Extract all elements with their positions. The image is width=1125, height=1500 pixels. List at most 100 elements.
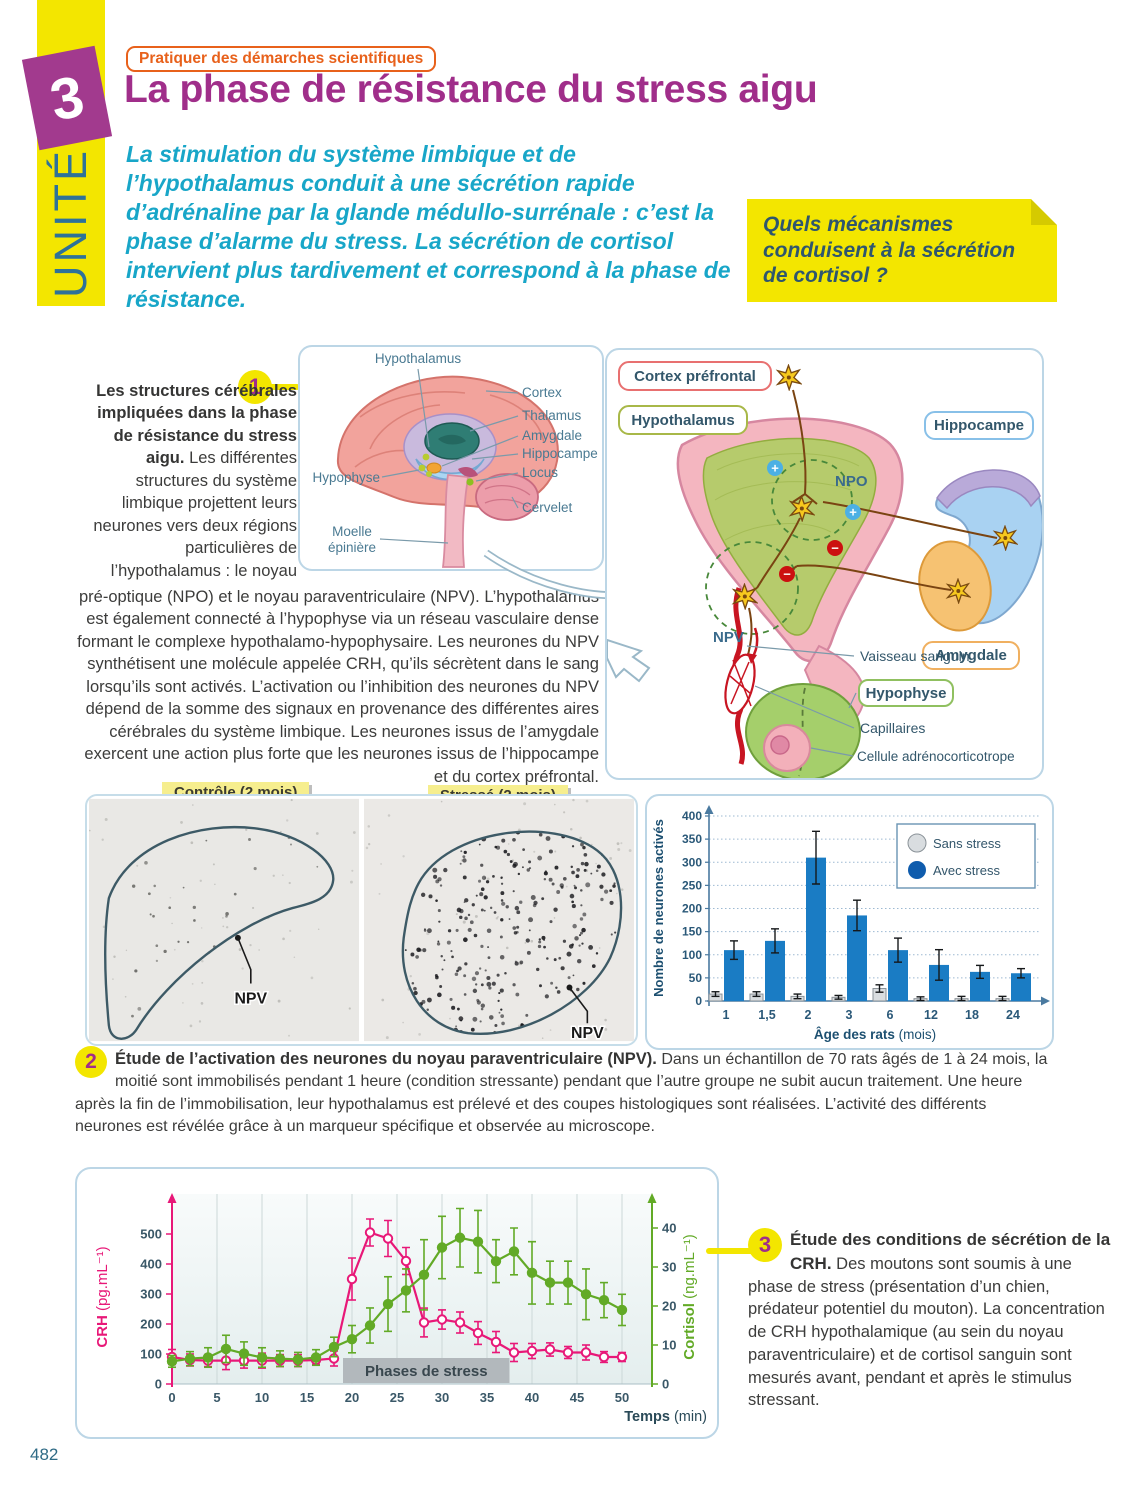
- micrograph-control: NPV: [89, 798, 359, 1042]
- doc3-text: 3 Étude des conditions de sécrétion de l…: [748, 1228, 1111, 1410]
- doc1-continued-text: pré-optique (NPO) et le noyau paraventri…: [77, 588, 599, 786]
- doc2-text: 2 Étude de l’activation des neurones du …: [75, 1046, 1053, 1139]
- svg-text:Phases de stress: Phases de stress: [365, 1363, 488, 1380]
- circuit-label-hypophyse: Hypophyse: [866, 685, 947, 702]
- svg-text:30: 30: [662, 1260, 676, 1275]
- svg-text:10: 10: [255, 1390, 269, 1405]
- svg-text:2: 2: [805, 1008, 812, 1022]
- unit-number: 3: [44, 63, 90, 133]
- svg-text:200: 200: [682, 902, 702, 916]
- plus-badge: +: [771, 461, 779, 476]
- svg-text:CRH (pg.mL⁻¹): CRH (pg.mL⁻¹): [94, 1246, 111, 1347]
- circuit-label-cortex-prefrontal: Cortex préfrontal: [634, 368, 756, 385]
- doc1-section: 1 Les structures cérébrales impliquées d…: [0, 340, 1125, 786]
- svg-text:6: 6: [887, 1008, 894, 1022]
- svg-text:100: 100: [682, 948, 702, 962]
- brain-diagram-box: Hypothalamus Cortex Thalamus Amygdale Hi…: [298, 345, 604, 571]
- circuit-label-npo: NPO: [835, 473, 868, 490]
- circuit-label-amygdale: Amygdale: [935, 647, 1007, 664]
- svg-text:40: 40: [662, 1221, 676, 1236]
- brain-label-moelle-1: Moelle: [332, 524, 372, 539]
- svg-text:Nombre de neurones activés: Nombre de neurones activés: [651, 819, 666, 997]
- npv-label-stressed: NPV: [571, 1025, 604, 1042]
- svg-text:25: 25: [390, 1390, 404, 1405]
- neuron-icon: [777, 364, 802, 391]
- doc3-section: Phases de stress 0 100 200 300 400 500 0 10 20 30 4…: [0, 1162, 1125, 1462]
- svg-text:0: 0: [155, 1377, 162, 1392]
- kicker-badge: Pratiquer des démarches scientifiques: [126, 46, 437, 72]
- svg-text:0: 0: [168, 1390, 175, 1405]
- svg-text:3: 3: [846, 1008, 853, 1022]
- svg-text:250: 250: [682, 878, 702, 892]
- svg-text:1,5: 1,5: [758, 1008, 775, 1022]
- svg-text:20: 20: [345, 1390, 359, 1405]
- brain-label-locus: Locus: [522, 465, 558, 480]
- svg-text:50: 50: [689, 971, 703, 985]
- page-number: 482: [30, 1445, 59, 1464]
- bar-chart: 0 50 100 150 200 250 300 350 400 1 1,5 2 3 6 12 18 24 San…: [651, 805, 1050, 1042]
- circuit-label-hippocampe: Hippocampe: [934, 417, 1024, 434]
- doc3-connector: [706, 1248, 766, 1254]
- bar-chart-box: 0 50 100 150 200 250 300 350 400 1 1,5 2 3 6 12 18 24 San…: [645, 794, 1054, 1050]
- line-chart: Phases de stress010020030040050001020304…: [94, 1193, 707, 1425]
- brain-label-amygdale: Amygdale: [522, 428, 582, 443]
- micrographs-frame: NPV NPV: [85, 794, 638, 1046]
- svg-text:18: 18: [965, 1008, 979, 1022]
- question-box: Quels mécanismes conduisent à la sécréti…: [747, 199, 1057, 302]
- doc3-number-badge: 3: [748, 1228, 782, 1262]
- doc3-heading: Étude des conditions de sécrétion de la …: [790, 1230, 1111, 1273]
- svg-text:300: 300: [140, 1287, 162, 1302]
- page-title: La phase de résistance du stress aigu: [124, 68, 818, 111]
- brain-label-hypophyse: Hypophyse: [312, 470, 380, 485]
- brain-label-moelle-2: épinière: [328, 540, 376, 555]
- svg-text:300: 300: [682, 855, 702, 869]
- circuit-label-vaisseau: Vaisseau sanguin: [860, 648, 969, 664]
- minus-badge: −: [783, 567, 791, 582]
- circuit-diagram-box: + + − − NPO NPV: [605, 348, 1044, 780]
- svg-text:1: 1: [723, 1008, 730, 1022]
- svg-text:45: 45: [570, 1390, 584, 1405]
- svg-text:12: 12: [924, 1008, 938, 1022]
- npv-label-control: NPV: [234, 990, 267, 1007]
- svg-text:30: 30: [435, 1390, 449, 1405]
- minus-badge: −: [831, 541, 839, 556]
- svg-text:150: 150: [682, 925, 702, 939]
- svg-text:50: 50: [615, 1390, 629, 1405]
- svg-text:15: 15: [300, 1390, 314, 1405]
- circuit-label-capillaires: Capillaires: [860, 720, 925, 736]
- circuit-label-npv: NPV: [713, 629, 744, 646]
- svg-text:100: 100: [140, 1347, 162, 1362]
- doc1-number-badge: 1: [238, 370, 272, 404]
- svg-text:35: 35: [480, 1390, 494, 1405]
- brain-diagram: Hypothalamus Cortex Thalamus Amygdale Hi…: [312, 351, 598, 568]
- svg-text:350: 350: [682, 832, 702, 846]
- circuit-label-cellule: Cellule adrénocorticotrope: [857, 749, 1015, 764]
- brain-label-hypothalamus: Hypothalamus: [375, 351, 462, 366]
- doc2-section: Contrôle (2 mois) Stressé (2 mois) NPV N…: [0, 778, 1125, 1158]
- svg-text:Âge des rats (mois): Âge des rats (mois): [814, 1027, 936, 1042]
- svg-text:20: 20: [662, 1299, 676, 1314]
- brain-label-cortex: Cortex: [522, 385, 562, 400]
- micrograph-stressed: NPV: [364, 798, 634, 1042]
- svg-text:Temps (min): Temps (min): [624, 1409, 707, 1425]
- svg-text:5: 5: [213, 1390, 220, 1405]
- svg-text:0: 0: [662, 1377, 669, 1392]
- svg-text:0: 0: [695, 994, 702, 1008]
- svg-text:Avec stress: Avec stress: [933, 863, 1000, 878]
- doc1-left-text: Les structures cérébrales impliquées dan…: [93, 382, 297, 580]
- line-chart-box: Phases de stress 0 100 200 300 400 500 0 10 20 30 4…: [75, 1167, 719, 1439]
- intro-text: La stimulation du système limbique et de…: [126, 141, 731, 312]
- circuit-diagram: + + − − NPO NPV: [607, 361, 1042, 778]
- svg-text:400: 400: [140, 1257, 162, 1272]
- svg-text:24: 24: [1006, 1008, 1020, 1022]
- svg-text:400: 400: [682, 809, 702, 823]
- unit-word: UNITÉ: [45, 148, 96, 298]
- svg-text:200: 200: [140, 1317, 162, 1332]
- plus-badge: +: [849, 505, 857, 520]
- doc2-number-badge: 2: [75, 1046, 107, 1078]
- svg-text:Sans stress: Sans stress: [933, 836, 1001, 851]
- brain-label-cervelet: Cervelet: [522, 500, 573, 515]
- circuit-label-hypothalamus: Hypothalamus: [631, 412, 734, 429]
- doc1-connector: [268, 384, 300, 390]
